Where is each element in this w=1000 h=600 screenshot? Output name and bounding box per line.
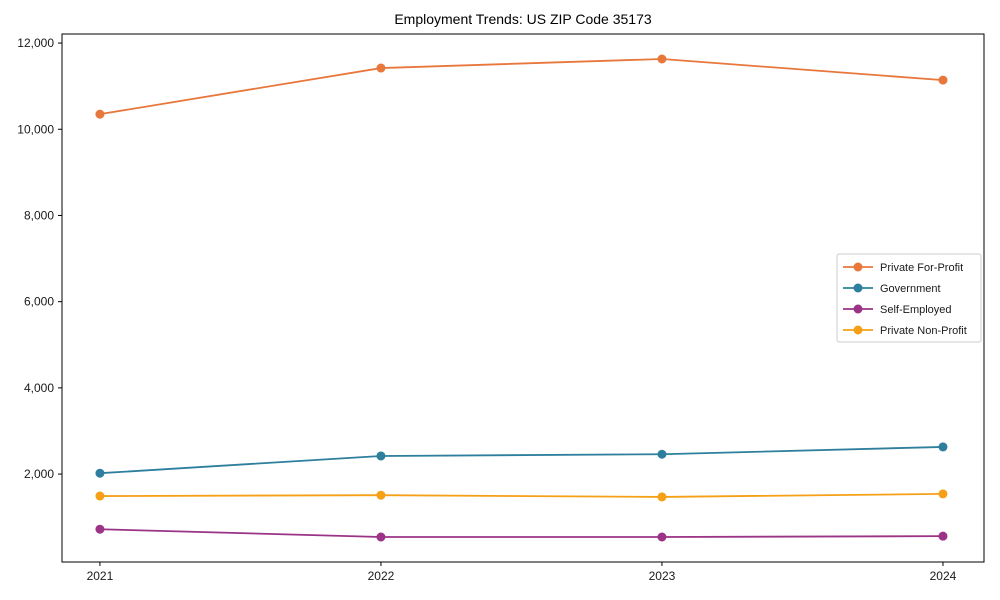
x-axis-tick-label: 2023 (649, 569, 676, 583)
legend-marker (853, 283, 863, 293)
chart-point-self-employed (95, 524, 105, 534)
chart-line-private-for-profit (99, 58, 944, 116)
chart-point-private-for-profit (657, 54, 667, 64)
chart-point-private-non-profit (657, 492, 667, 502)
y-axis-tick-label: 6,000 (24, 295, 54, 309)
chart-point-private-non-profit (938, 489, 948, 499)
chart-line-government (99, 446, 943, 475)
legend-marker (853, 325, 863, 335)
y-axis-tick-label: 12,000 (17, 36, 54, 50)
legend-item: Private Non-Profit (843, 325, 967, 337)
chart-line-self-employed (99, 528, 943, 538)
legend-label: Self-Employed (880, 304, 952, 316)
x-axis-tick-label: 2024 (930, 569, 957, 583)
chart-point-self-employed (657, 532, 667, 542)
legend-item: Government (843, 283, 941, 295)
legend-label: Private For-Profit (880, 262, 963, 274)
legend: Private For-Profit Government Self-Employe… (836, 253, 982, 343)
chart-point-government (938, 442, 948, 452)
legend-marker (853, 262, 863, 272)
legend-item: Self-Employed (843, 304, 952, 316)
x-axis-tick-label: 2022 (368, 569, 395, 583)
chart-point-private-for-profit (95, 109, 105, 119)
chart-point-private-for-profit (376, 63, 386, 73)
legend-item: Private For-Profit (843, 262, 963, 274)
chart-line-private-non-profit (99, 492, 943, 498)
chart-title: Employment Trends: US ZIP Code 35173 (394, 11, 652, 27)
y-axis-tick-label: 8,000 (24, 208, 54, 222)
chart-point-self-employed (938, 531, 948, 541)
chart-point-private-for-profit (938, 75, 948, 85)
chart-point-government (657, 449, 667, 459)
legend-label: Government (880, 283, 941, 295)
x-axis-tick-label: 2021 (87, 569, 114, 583)
legend-marker (853, 304, 863, 314)
chart-point-government (376, 451, 386, 461)
y-axis-tick-label: 2,000 (24, 467, 54, 481)
y-axis-tick-label: 10,000 (17, 122, 54, 136)
chart-point-private-non-profit (376, 490, 386, 500)
chart-point-government (95, 468, 105, 478)
chart-point-self-employed (376, 532, 386, 542)
legend-box (836, 253, 982, 343)
y-axis-tick-label: 4,000 (24, 381, 54, 395)
plot-frame (61, 33, 985, 563)
chart-point-private-non-profit (95, 491, 105, 501)
legend-label: Private Non-Profit (880, 325, 967, 337)
